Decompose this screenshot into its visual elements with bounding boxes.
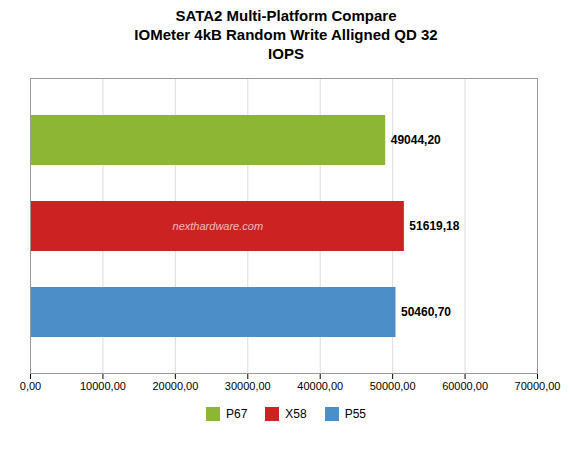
- svg-text:20000,00: 20000,00: [152, 380, 198, 392]
- svg-text:70000,00: 70000,00: [515, 380, 561, 392]
- html-text:X58: X58: [285, 407, 307, 421]
- html-text:SATA2 Multi-Platform Compare I: SATA2 Multi-Platform Compare IOMeter 4kB…: [134, 7, 438, 62]
- svg-text:0,00: 0,00: [20, 380, 41, 392]
- svg-text:10000,00: 10000,00: [80, 380, 126, 392]
- svg-text:50000,00: 50000,00: [370, 380, 416, 392]
- svg-text:50460,70: 50460,70: [401, 305, 451, 319]
- svg-text:nexthardware.com: nexthardware.com: [173, 220, 264, 232]
- svg-text:49044,20: 49044,20: [391, 133, 441, 147]
- svg-text:60000,00: 60000,00: [442, 380, 488, 392]
- html-text:P67: P67: [226, 407, 248, 421]
- svg-text:51619,18: 51619,18: [409, 219, 459, 233]
- html-text:P55: P55: [344, 407, 366, 421]
- svg-text:30000,00: 30000,00: [225, 380, 271, 392]
- svg-text:40000,00: 40000,00: [297, 380, 343, 392]
